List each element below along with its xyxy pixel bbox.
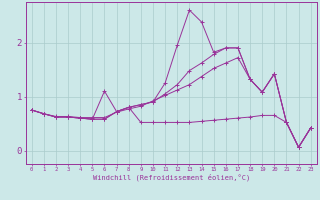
X-axis label: Windchill (Refroidissement éolien,°C): Windchill (Refroidissement éolien,°C) bbox=[92, 174, 250, 181]
